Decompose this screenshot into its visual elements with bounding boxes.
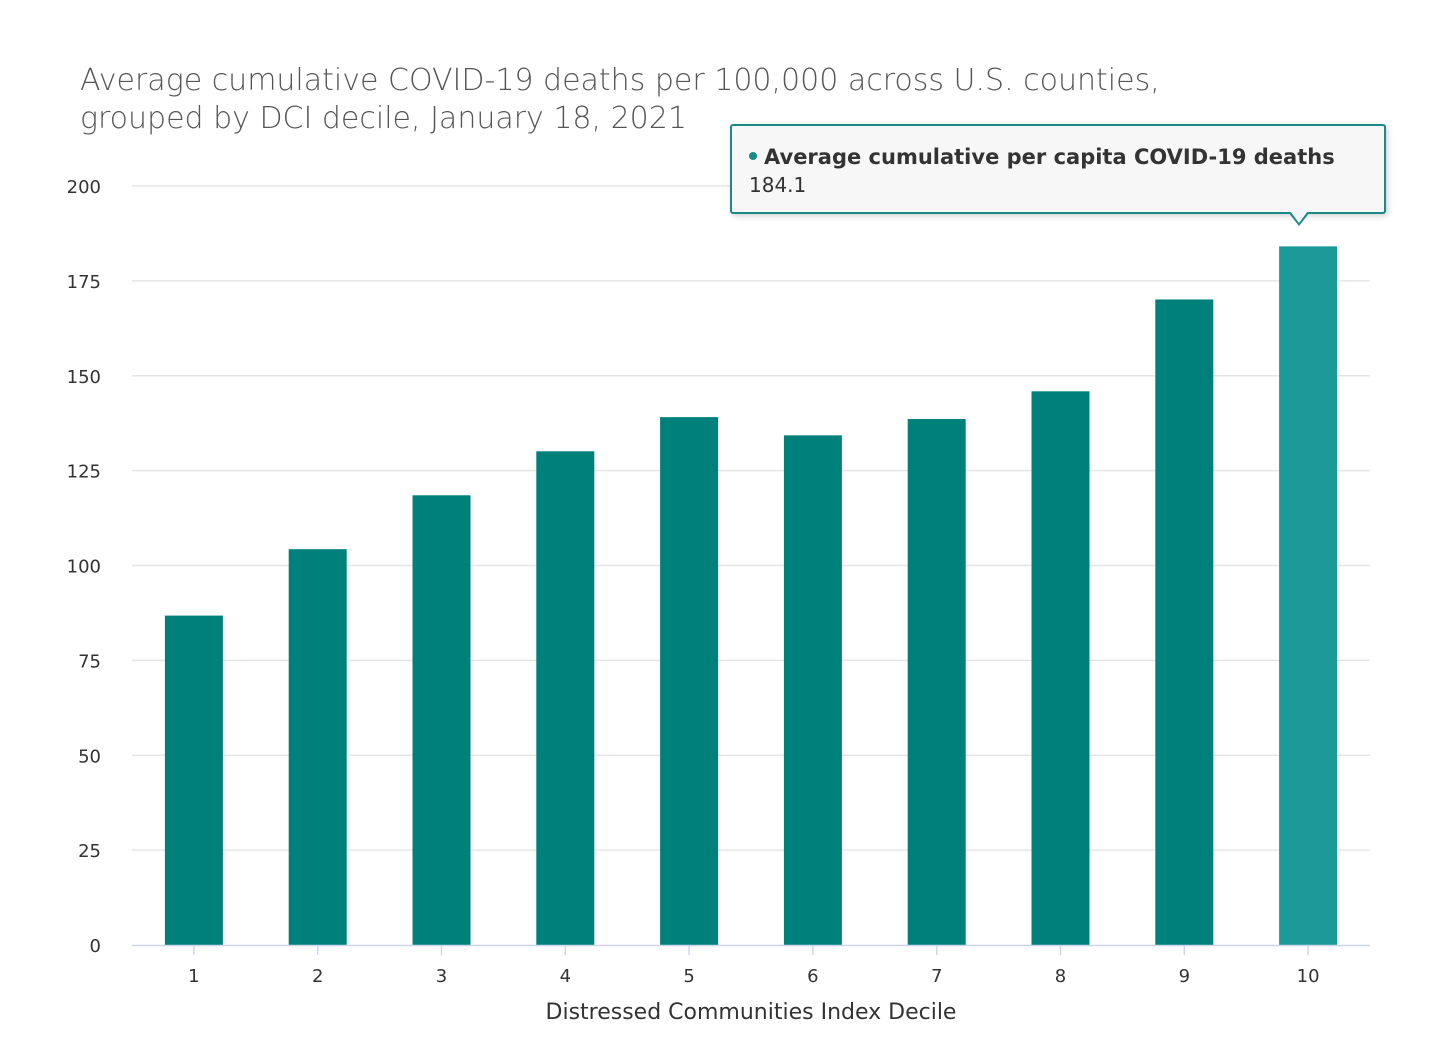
x-tick-label-10: 10: [1297, 966, 1320, 987]
y-tick-label-25: 25: [78, 841, 101, 862]
y-tick-label-125: 125: [67, 462, 101, 483]
x-tick-label-8: 8: [1055, 966, 1066, 987]
bar-decile-7[interactable]: [907, 419, 966, 945]
x-tick-label-7: 7: [931, 966, 942, 987]
bar-decile-4[interactable]: [536, 451, 595, 945]
bar-decile-6[interactable]: [783, 435, 842, 945]
tooltip-series-row: Average cumulative per capita COVID-19 d…: [749, 144, 1384, 170]
x-axis-label: Distressed Communities Index Decile: [546, 1000, 957, 1025]
bar-tooltip: Average cumulative per capita COVID-19 d…: [730, 124, 1386, 214]
bar-decile-8[interactable]: [1031, 391, 1090, 945]
x-tick-label-6: 6: [807, 966, 818, 987]
tooltip-series-name: Average cumulative per capita COVID-19 d…: [764, 145, 1335, 169]
series-dot-icon: [749, 152, 757, 160]
x-tick-label-5: 5: [683, 966, 694, 987]
y-axis-tick-labels: 0 25 50 75 100 125 150 175 200: [67, 177, 101, 957]
chart-title-line-1: Average cumulative COVID-19 deaths per 1…: [80, 63, 1160, 98]
bar-decile-9[interactable]: [1155, 299, 1214, 946]
bar-decile-3[interactable]: [412, 495, 471, 945]
y-tick-label-75: 75: [78, 651, 101, 672]
y-tick-label-150: 150: [67, 367, 101, 388]
bar-decile-10[interactable]: [1279, 246, 1338, 945]
y-tick-label-50: 50: [78, 746, 101, 767]
y-tick-label-0: 0: [90, 936, 101, 957]
bars: [164, 246, 1338, 946]
chart-title-line-2: grouped by DCI decile, January 18, 2021: [80, 101, 687, 136]
bar-decile-5[interactable]: [660, 417, 719, 946]
bar-decile-2[interactable]: [288, 549, 347, 945]
x-tick-label-2: 2: [312, 966, 323, 987]
tooltip-value: 184.1: [749, 173, 807, 197]
y-tick-label-175: 175: [67, 272, 101, 293]
x-tick-label-9: 9: [1179, 966, 1190, 987]
x-tick-label-4: 4: [560, 966, 571, 987]
chart-title: Average cumulative COVID-19 deaths per 1…: [80, 62, 1380, 138]
bar-decile-1[interactable]: [164, 615, 223, 945]
y-tick-label-100: 100: [67, 557, 101, 578]
x-tick-label-3: 3: [436, 966, 447, 987]
x-axis-ticks: 1 2 3 4 5 6 7 8 9 10: [188, 945, 1320, 987]
x-tick-label-1: 1: [188, 966, 199, 987]
y-tick-label-200: 200: [67, 177, 101, 198]
